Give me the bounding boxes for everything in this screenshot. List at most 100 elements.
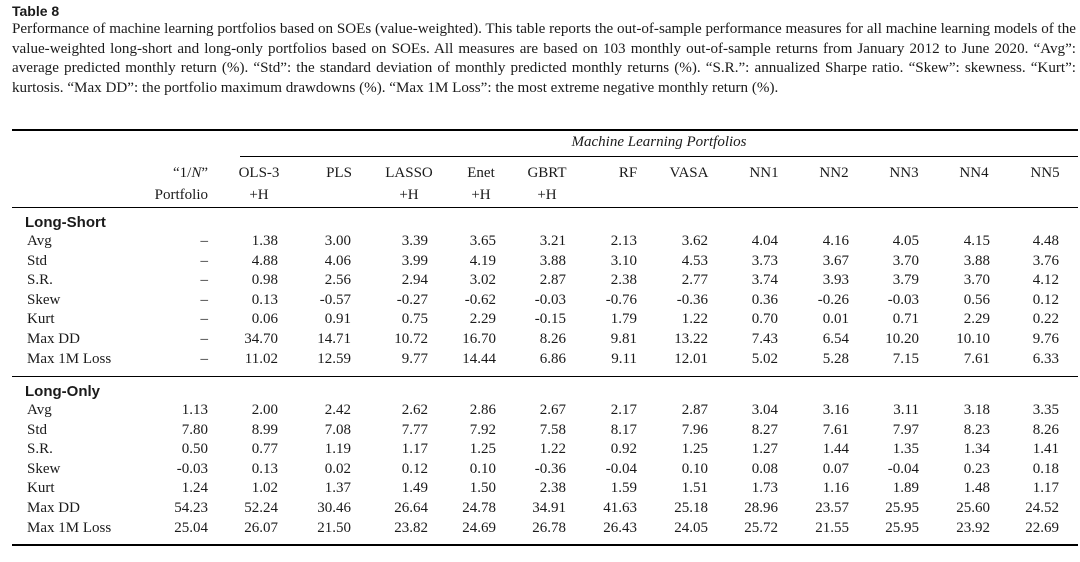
table-cell: 3.39 — [401, 233, 428, 249]
column-header-line1: NN1 — [749, 165, 779, 181]
table-cell: – — [200, 252, 209, 269]
table-row: Max DD 54.23 52.24 30.46 26.64 24.78 34.91 41.6… — [0, 500, 1080, 520]
table-cell: 10.72 — [394, 331, 428, 347]
table-row: Avg 1.13 2.00 2.42 2.62 2.86 2.67 2.17 2.87 3.04 3… — [0, 402, 1080, 422]
table-cell: 0.10 — [681, 460, 708, 477]
table-cell: 0.13 — [251, 460, 278, 477]
table-cell: 23.92 — [956, 519, 990, 536]
table-cell: 0.36 — [751, 291, 778, 308]
table-cell: 28.96 — [744, 500, 778, 516]
table-cell: 26.07 — [244, 519, 278, 536]
table-cell: 2.94 — [401, 272, 428, 289]
table-cell: 4.12 — [1032, 272, 1059, 289]
table-cell: 0.13 — [251, 291, 278, 308]
bottom-rule — [12, 544, 1078, 546]
table-cell: 1.17 — [401, 441, 428, 458]
table-cell: -0.76 — [605, 291, 637, 308]
table-cell: 16.70 — [462, 331, 496, 347]
table-cell: 1.19 — [324, 441, 351, 458]
table-cell: 0.56 — [963, 291, 990, 308]
table-cell: 7.80 — [181, 421, 208, 438]
table-cell: 2.13 — [610, 233, 637, 249]
column-header-line1: LASSO — [385, 165, 433, 181]
row-label: Max 1M Loss — [27, 350, 112, 367]
table-cell: 52.24 — [244, 500, 278, 516]
table-cell: 2.77 — [681, 272, 708, 289]
table-cell: 2.62 — [401, 402, 428, 418]
table-cell: -0.36 — [676, 291, 708, 308]
table-cell: 1.49 — [401, 480, 428, 497]
table-row: Skew -0.03 0.13 0.02 0.12 0.10 -0.36 -0.04 0.10 0… — [0, 461, 1080, 481]
top-rule — [12, 129, 1078, 131]
table-cell: 25.18 — [674, 500, 708, 516]
table-cell: 24.05 — [674, 519, 708, 536]
table-cell: 2.29 — [469, 311, 496, 328]
table-cell: 3.76 — [1032, 252, 1059, 269]
table-cell: 0.08 — [751, 460, 778, 477]
table-row: Std 7.80 8.99 7.08 7.77 7.92 7.58 8.17 7.96 8.27 7… — [0, 422, 1080, 442]
table-cell: 25.60 — [956, 500, 990, 516]
table-cell: 1.37 — [324, 480, 351, 497]
table-cell: 0.01 — [822, 311, 849, 328]
table-row: Avg – 1.38 3.00 3.39 3.65 3.21 2.13 3.62 4.04 4.16… — [0, 233, 1080, 253]
table-cell: 21.50 — [317, 519, 351, 536]
row-label: Kurt — [27, 480, 55, 497]
table-cell: 9.76 — [1032, 331, 1059, 347]
table-cell: 3.70 — [892, 252, 919, 269]
column-header-line1: NN4 — [959, 165, 989, 181]
table-cell: 1.44 — [822, 441, 849, 458]
table-cell: 3.21 — [539, 233, 566, 249]
table-cell: 30.46 — [317, 500, 351, 516]
table-cell: 0.50 — [181, 441, 208, 458]
table-cell: 1.27 — [751, 441, 778, 458]
table-cell: 3.79 — [892, 272, 919, 289]
table-cell: 1.50 — [469, 480, 496, 497]
row-label: Max DD — [27, 331, 80, 347]
column-header-line1: VASA — [669, 165, 709, 181]
table-cell: 10.10 — [956, 331, 990, 347]
table-cell: 6.86 — [539, 350, 566, 367]
table-cell: -0.03 — [887, 291, 919, 308]
table-cell: 9.81 — [610, 331, 637, 347]
table-cell: 1.79 — [610, 311, 637, 328]
table-cell: -0.26 — [817, 291, 849, 308]
table-cell: 1.48 — [963, 480, 990, 497]
table-row: Max 1M Loss – 11.02 12.59 9.77 14.44 6.86 9.11 1… — [0, 351, 1080, 371]
table-cell: 4.48 — [1032, 233, 1059, 249]
table-cell: 3.88 — [539, 252, 566, 269]
table-cell: 0.77 — [251, 441, 278, 458]
table-cell: 3.04 — [751, 402, 778, 418]
column-header-line1: GBRT — [527, 165, 567, 181]
table-label: Table 8 — [12, 3, 60, 19]
table-cell: 3.00 — [324, 233, 351, 249]
table-cell: 0.18 — [1032, 460, 1059, 477]
table-cell: 2.86 — [469, 402, 496, 418]
table-cell: 9.11 — [611, 350, 637, 367]
table-cell: 21.55 — [815, 519, 849, 536]
table-cell: 3.11 — [893, 402, 919, 418]
table-cell: 4.19 — [469, 252, 496, 269]
table-cell: 4.15 — [963, 233, 990, 249]
table-row: S.R. – 0.98 2.56 2.94 3.02 2.87 2.38 2.77 3.74 3.9… — [0, 272, 1080, 292]
table-cell: 12.59 — [317, 350, 351, 367]
table-cell: 8.27 — [751, 421, 778, 438]
table-cell: 3.70 — [963, 272, 990, 289]
table-cell: 2.00 — [251, 402, 278, 418]
table-cell: 1.73 — [751, 480, 778, 497]
table-cell: 0.10 — [469, 460, 496, 477]
table-row: Skew – 0.13 -0.57 -0.27 -0.62 -0.03 -0.76 -0.36 0… — [0, 292, 1080, 312]
table-row: Std – 4.88 4.06 3.99 4.19 3.88 3.10 4.53 3.73 3.67… — [0, 253, 1080, 273]
row-label: Max DD — [27, 500, 80, 516]
table-cell: 2.38 — [610, 272, 637, 289]
table-cell: 0.70 — [751, 311, 778, 328]
table-cell: 24.52 — [1025, 500, 1059, 516]
table-cell: 11.02 — [244, 350, 278, 367]
table-cell: 4.06 — [324, 252, 351, 269]
table-cell: 4.05 — [892, 233, 919, 249]
group-header: Machine Learning Portfolios — [571, 134, 747, 150]
table-cell: 6.54 — [822, 331, 849, 347]
table-cell: 1.16 — [822, 480, 849, 497]
row-label: Avg — [27, 402, 52, 418]
table-cell: – — [200, 350, 209, 367]
table-cell: 1.51 — [681, 480, 708, 497]
